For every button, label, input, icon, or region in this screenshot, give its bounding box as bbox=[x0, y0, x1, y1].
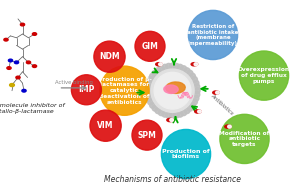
Text: VIM: VIM bbox=[97, 121, 114, 130]
Ellipse shape bbox=[155, 108, 161, 114]
Ellipse shape bbox=[194, 88, 200, 94]
Ellipse shape bbox=[194, 91, 200, 98]
Circle shape bbox=[32, 65, 37, 67]
Ellipse shape bbox=[164, 85, 178, 93]
Text: Production of β-
lactamases for
catalytic
deactivation of
antibiotics: Production of β- lactamases for catalyti… bbox=[98, 77, 152, 105]
Ellipse shape bbox=[216, 91, 219, 94]
Ellipse shape bbox=[169, 112, 175, 118]
Ellipse shape bbox=[162, 64, 168, 70]
Circle shape bbox=[20, 23, 25, 26]
Ellipse shape bbox=[145, 88, 151, 94]
Ellipse shape bbox=[94, 41, 125, 72]
Ellipse shape bbox=[193, 95, 199, 101]
Ellipse shape bbox=[162, 111, 168, 117]
Ellipse shape bbox=[161, 129, 211, 179]
Circle shape bbox=[10, 84, 14, 87]
Text: Modification of
antibiotic
targets: Modification of antibiotic targets bbox=[219, 131, 270, 147]
Ellipse shape bbox=[181, 66, 187, 72]
Circle shape bbox=[16, 76, 20, 79]
Circle shape bbox=[32, 33, 37, 35]
Text: NDM: NDM bbox=[99, 52, 120, 61]
Text: Antibiotics: Antibiotics bbox=[210, 93, 234, 116]
Circle shape bbox=[22, 89, 26, 92]
Circle shape bbox=[4, 38, 8, 41]
Text: SPM: SPM bbox=[138, 131, 156, 140]
Ellipse shape bbox=[145, 91, 151, 98]
Text: Restriction of
antibiotic intake
(membrane
impermeability): Restriction of antibiotic intake (membra… bbox=[187, 24, 239, 46]
Ellipse shape bbox=[188, 10, 238, 60]
Ellipse shape bbox=[166, 64, 172, 69]
Circle shape bbox=[14, 61, 19, 64]
Ellipse shape bbox=[90, 110, 121, 141]
Ellipse shape bbox=[193, 80, 199, 86]
Ellipse shape bbox=[198, 110, 201, 113]
Text: Production of
biofilms: Production of biofilms bbox=[162, 149, 210, 160]
Ellipse shape bbox=[132, 120, 162, 150]
Text: Small-molecule inhibitor of
metallo-β-lactamase: Small-molecule inhibitor of metallo-β-la… bbox=[0, 103, 65, 114]
Ellipse shape bbox=[166, 112, 172, 118]
Ellipse shape bbox=[146, 80, 152, 86]
Text: IMP: IMP bbox=[78, 85, 94, 94]
Text: Overexpression
of drug efflux
pumps: Overexpression of drug efflux pumps bbox=[238, 67, 290, 84]
Ellipse shape bbox=[166, 82, 185, 93]
Ellipse shape bbox=[148, 77, 154, 83]
Ellipse shape bbox=[169, 63, 175, 69]
Ellipse shape bbox=[100, 66, 149, 115]
Ellipse shape bbox=[239, 51, 289, 100]
Ellipse shape bbox=[213, 91, 219, 94]
Ellipse shape bbox=[191, 63, 198, 66]
Ellipse shape bbox=[194, 63, 198, 66]
Ellipse shape bbox=[155, 68, 161, 74]
Ellipse shape bbox=[135, 31, 165, 61]
Ellipse shape bbox=[159, 63, 162, 66]
Ellipse shape bbox=[177, 64, 183, 70]
Ellipse shape bbox=[152, 105, 158, 111]
Text: Active binding: Active binding bbox=[55, 81, 93, 85]
Ellipse shape bbox=[167, 118, 173, 122]
Ellipse shape bbox=[154, 72, 191, 109]
Circle shape bbox=[7, 67, 11, 69]
Ellipse shape bbox=[184, 108, 190, 114]
Ellipse shape bbox=[187, 105, 193, 111]
Ellipse shape bbox=[184, 68, 190, 74]
Ellipse shape bbox=[189, 102, 195, 108]
Ellipse shape bbox=[173, 112, 179, 118]
Ellipse shape bbox=[181, 110, 187, 116]
Text: Mechanisms of antibiotic resistance: Mechanisms of antibiotic resistance bbox=[104, 175, 241, 184]
Ellipse shape bbox=[191, 77, 197, 83]
Ellipse shape bbox=[220, 114, 269, 163]
Circle shape bbox=[26, 61, 31, 64]
Text: GIM: GIM bbox=[142, 42, 158, 51]
Ellipse shape bbox=[152, 70, 158, 76]
Ellipse shape bbox=[187, 70, 193, 76]
Ellipse shape bbox=[158, 110, 164, 116]
Ellipse shape bbox=[194, 84, 200, 90]
Ellipse shape bbox=[177, 111, 183, 117]
Ellipse shape bbox=[225, 125, 231, 128]
Ellipse shape bbox=[148, 99, 154, 105]
Ellipse shape bbox=[191, 99, 197, 105]
Ellipse shape bbox=[151, 69, 194, 112]
Ellipse shape bbox=[195, 110, 201, 113]
Ellipse shape bbox=[173, 64, 179, 69]
Circle shape bbox=[8, 59, 13, 62]
Ellipse shape bbox=[145, 84, 151, 90]
Ellipse shape bbox=[170, 119, 173, 122]
Ellipse shape bbox=[146, 95, 152, 101]
Ellipse shape bbox=[158, 66, 164, 72]
Ellipse shape bbox=[150, 73, 156, 79]
Ellipse shape bbox=[189, 73, 195, 79]
Ellipse shape bbox=[156, 63, 162, 66]
Ellipse shape bbox=[228, 125, 231, 128]
Ellipse shape bbox=[71, 75, 101, 105]
Ellipse shape bbox=[150, 102, 156, 108]
